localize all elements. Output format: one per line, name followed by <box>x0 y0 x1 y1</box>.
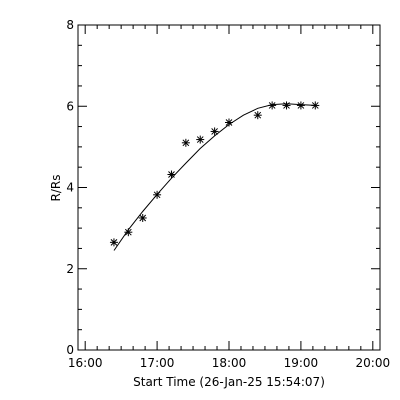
asterisk-stroke <box>124 228 132 236</box>
asterisk-stroke <box>153 191 161 199</box>
data-point <box>167 170 176 179</box>
ticks <box>78 24 380 351</box>
asterisk-stroke <box>283 102 290 109</box>
asterisk-stroke <box>182 139 190 147</box>
data-point <box>109 238 118 247</box>
y-tick-label: 2 <box>66 262 74 276</box>
data-point <box>138 213 147 222</box>
y-tick-label: 4 <box>66 181 74 195</box>
y-tick-label: 8 <box>66 18 74 32</box>
data-point <box>153 190 162 199</box>
y-tick-label: 6 <box>66 99 74 113</box>
asterisk-stroke <box>297 102 305 109</box>
data-point <box>196 135 205 144</box>
data-point <box>268 101 277 110</box>
plot-frame <box>77 24 381 351</box>
series <box>109 101 320 251</box>
tick-labels: 16:00 17:00 18:00 19:00 20:00 0 2 4 6 8 <box>66 18 390 370</box>
y-tick-label: 0 <box>66 343 74 357</box>
fit-curve <box>113 103 316 251</box>
asterisk-stroke <box>110 238 118 246</box>
x-tick-label: 20:00 <box>356 356 391 370</box>
x-axis-label: Start Time (26-Jan-25 15:54:07) <box>133 375 325 389</box>
x-tick-label: 18:00 <box>212 356 247 370</box>
asterisk-stroke <box>139 214 147 222</box>
data-point <box>225 118 233 127</box>
x-tick-label: 19:00 <box>284 356 319 370</box>
x-tick-label: 16:00 <box>68 356 103 370</box>
asterisk-stroke <box>254 111 262 119</box>
axes <box>77 24 381 351</box>
y-axis-label: R/Rs <box>49 175 63 202</box>
asterisk-stroke <box>196 136 204 143</box>
asterisk-stroke <box>225 119 233 126</box>
data-point <box>253 111 262 120</box>
data-point <box>124 228 133 237</box>
x-tick-label: 17:00 <box>140 356 175 370</box>
data-point <box>210 127 219 136</box>
data-point <box>311 101 320 110</box>
data-point <box>296 101 305 110</box>
asterisk-stroke <box>311 102 319 109</box>
asterisk-stroke <box>168 171 175 178</box>
asterisk-stroke <box>211 128 218 135</box>
asterisk-stroke <box>268 102 276 109</box>
data-point <box>282 101 291 110</box>
data-point <box>181 138 190 147</box>
